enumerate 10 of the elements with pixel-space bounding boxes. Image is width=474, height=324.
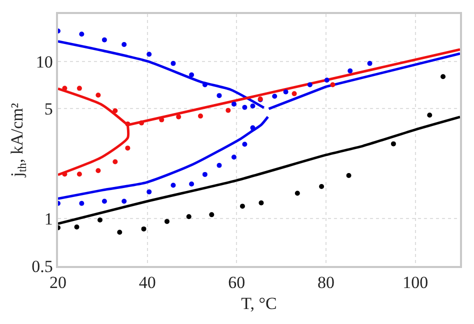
y-tick-label: 0.5 [32,256,53,276]
y-tick-label: 10 [36,52,53,72]
x-axis-title: T, °C [241,294,277,314]
y-tick-label: 5 [44,100,53,119]
x-tick-label: 100 [402,273,428,292]
y-tick-label: 1 [44,210,53,229]
x-tick-label: 40 [138,273,156,292]
x-tick-label: 80 [318,273,334,292]
x-tick-label: 60 [228,273,246,292]
x-tick-label: 20 [50,273,66,292]
